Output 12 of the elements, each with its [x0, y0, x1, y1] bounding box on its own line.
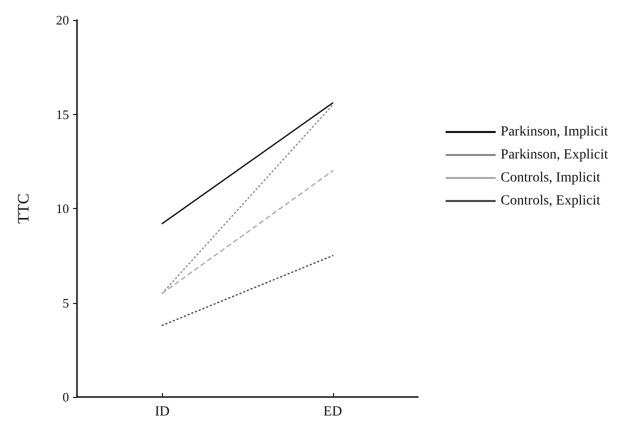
y-tick-label: 15: [56, 106, 69, 122]
legend-label: Controls, Implicit: [500, 170, 600, 186]
y-tick-label: 10: [56, 201, 69, 216]
y-tick-label: 5: [62, 295, 69, 310]
legend-label: Parkinson, Implicit: [500, 124, 608, 140]
y-tick-label: 0: [62, 390, 69, 404]
legend-label: Controls, Explicit: [500, 194, 600, 208]
x-tick-label: ED: [323, 404, 342, 420]
y-axis-title: TTC: [16, 193, 32, 224]
y-tick-label: 20: [56, 12, 69, 28]
legend-label: Parkinson, Explicit: [500, 148, 608, 162]
x-tick-label: ID: [154, 404, 170, 420]
